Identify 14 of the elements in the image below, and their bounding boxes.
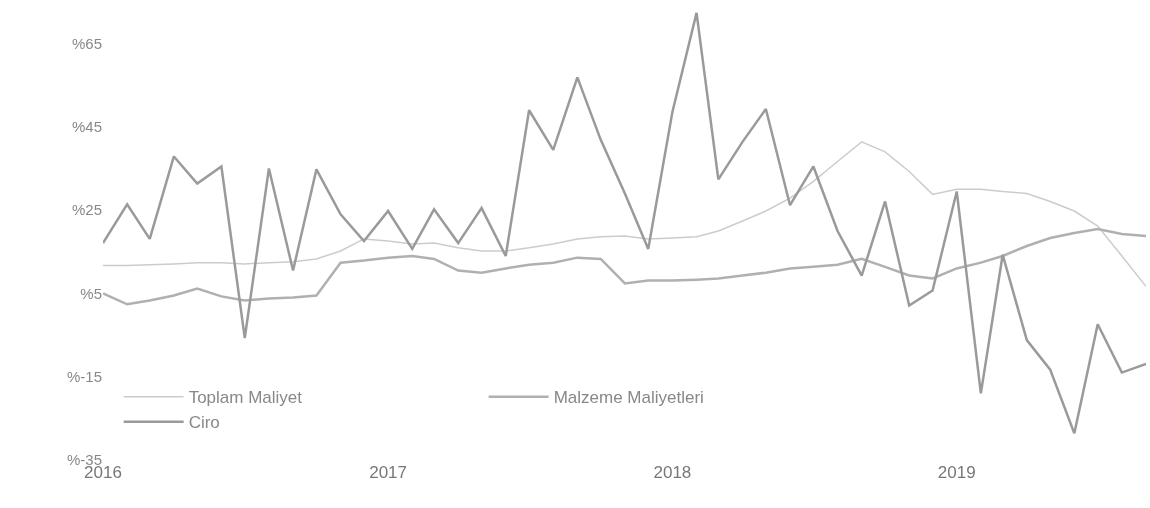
y-tick-label: %65 — [71, 34, 102, 52]
x-tick-label: 2019 — [937, 463, 976, 482]
x-tick-label: 2017 — [369, 463, 407, 482]
y-tick-label: %45 — [71, 118, 102, 136]
y-tick-label: %-15 — [66, 367, 102, 385]
line-series — [103, 227, 1146, 306]
line-series — [103, 141, 1146, 288]
line-series — [103, 11, 1146, 435]
legend-label: Malzeme Maliyetleri — [553, 388, 704, 408]
x-tick-label: 2018 — [653, 463, 692, 482]
legend-label: Toplam Maliyet — [188, 388, 303, 408]
y-tick-label: %25 — [71, 201, 102, 219]
legend-label: Ciro — [188, 413, 220, 433]
y-tick-label: %5 — [80, 284, 102, 302]
